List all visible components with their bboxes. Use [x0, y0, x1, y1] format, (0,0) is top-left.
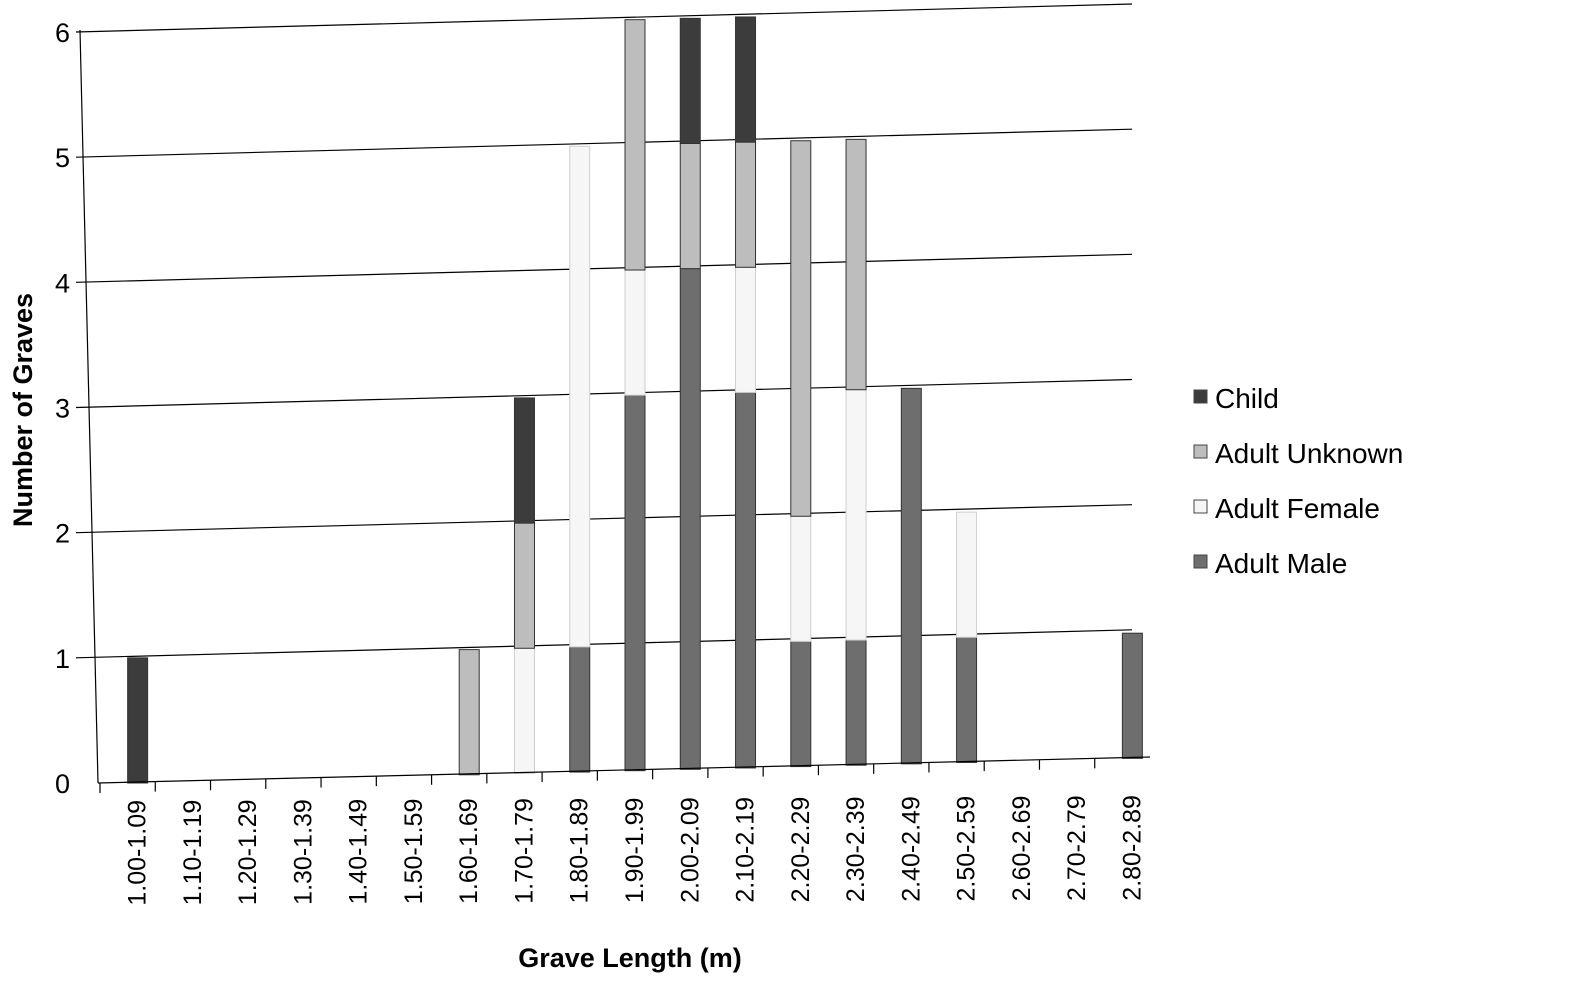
legend-item: Adult Female	[1193, 493, 1380, 524]
bar-segment	[458, 649, 480, 776]
x-tick-label: 2.40-2.49	[897, 796, 925, 902]
x-tick-label: 2.30-2.39	[842, 796, 870, 902]
bar-segment	[513, 522, 535, 649]
bar-segment	[569, 646, 591, 773]
bar-segment	[790, 515, 812, 642]
y-tick-label: 1	[55, 644, 70, 674]
x-tick-label: 2.50-2.59	[953, 796, 981, 902]
x-tick-label: 2.20-2.29	[787, 797, 815, 903]
legend-label: Adult Unknown	[1215, 438, 1403, 469]
bar-segment	[624, 394, 646, 772]
axis-layer: 0 1 2 3 4 5 6 1.00-1.09 1.10-1.19 1.20-1.29 1.30-1…	[55, 18, 1151, 906]
legend-item: Adult Male	[1193, 548, 1347, 579]
legend-label: Child	[1215, 383, 1279, 414]
x-tick-label: 1.30-1.39	[289, 799, 317, 905]
y-tick-label: 3	[55, 394, 70, 424]
bar-segment	[735, 141, 757, 268]
bar-segment	[956, 511, 978, 638]
legend-swatch	[1193, 499, 1208, 514]
gridline	[75, 629, 1133, 659]
bar-segment	[1121, 632, 1143, 759]
gridline	[75, 504, 1133, 534]
y-tick-label: 6	[55, 18, 70, 48]
grid-layer	[75, 3, 1133, 659]
y-axis-title: Number of Graves	[8, 293, 38, 527]
bar-segment	[513, 397, 535, 524]
legend: Child Adult Unknown Adult Female Adult Male	[1193, 383, 1403, 579]
x-tick-label: 1.80-1.89	[566, 798, 594, 904]
y-tick-label: 0	[55, 769, 70, 799]
x-tick-label: 1.90-1.99	[621, 798, 649, 904]
y-tick-label: 4	[55, 268, 70, 298]
bar-segment	[127, 657, 149, 784]
x-tick-label: 2.00-2.09	[676, 797, 704, 903]
bar-segment	[790, 640, 812, 768]
bar-segment	[845, 138, 867, 391]
x-tick-label: 1.60-1.69	[455, 798, 483, 904]
x-tick-label: 1.40-1.49	[345, 799, 373, 905]
bar-segment	[679, 268, 701, 770]
gridline	[75, 3, 1133, 33]
y-tick-label: 5	[55, 143, 70, 173]
legend-label: Adult Male	[1215, 548, 1347, 579]
legend-item: Child	[1193, 383, 1279, 414]
x-tick-label: 2.70-2.79	[1063, 795, 1091, 901]
bar-segment	[624, 269, 646, 396]
x-axis-title: Grave Length (m)	[518, 943, 742, 973]
x-tick-label: 2.10-2.19	[732, 797, 760, 903]
x-tick-label: 1.70-1.79	[510, 798, 538, 904]
legend-swatch	[1193, 554, 1208, 569]
bar-segment	[679, 17, 701, 144]
bar-layer	[127, 16, 1143, 784]
x-tick-label: 1.10-1.19	[179, 800, 207, 906]
bar-segment	[900, 387, 922, 765]
bar-segment	[735, 16, 757, 143]
bar-segment	[569, 145, 591, 648]
gridline	[75, 253, 1133, 283]
bar-segment	[845, 639, 867, 766]
x-tick-label: 2.80-2.89	[1118, 795, 1146, 901]
x-axis-line	[97, 756, 1151, 784]
x-tick-label: 2.60-2.69	[1008, 796, 1036, 902]
legend-label: Adult Female	[1215, 493, 1380, 524]
bar-segment	[735, 266, 757, 393]
legend-swatch	[1193, 389, 1208, 404]
y-tick-label: 2	[55, 519, 70, 549]
x-tick-label: 1.20-1.29	[234, 799, 262, 905]
gridline	[75, 128, 1133, 158]
y-axis-line	[79, 29, 99, 784]
bar-segment	[956, 636, 978, 763]
legend-item: Adult Unknown	[1193, 438, 1403, 469]
bar-segment	[624, 19, 646, 271]
bar-segment	[735, 391, 757, 769]
x-tick-label: 1.50-1.59	[400, 799, 428, 905]
bar-segment	[845, 389, 867, 641]
legend-swatch	[1193, 444, 1208, 459]
gridline	[75, 378, 1133, 409]
bar-segment	[679, 142, 701, 270]
bar-segment	[790, 140, 812, 517]
bar-segment	[513, 647, 535, 774]
x-tick-label: 1.00-1.09	[124, 800, 152, 906]
